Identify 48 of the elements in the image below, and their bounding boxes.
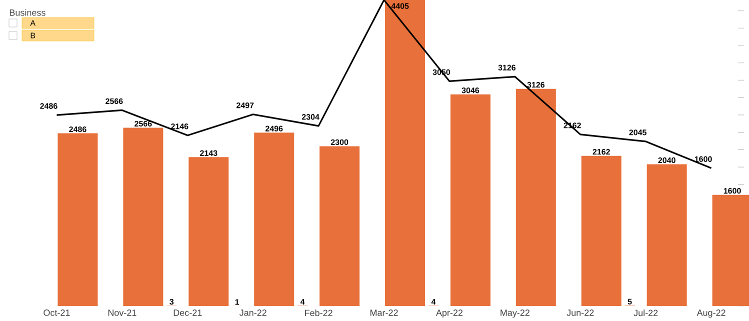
data-label: 3	[170, 298, 174, 305]
data-label: 3046	[462, 88, 480, 94]
x-tick-label: Mar-22	[370, 310, 398, 316]
x-tick-label: Jun-22	[566, 310, 594, 316]
data-label: 2162	[592, 148, 610, 155]
data-label: 2143	[200, 150, 218, 156]
data-label: 1600	[724, 188, 741, 194]
x-tick-label: Oct-21	[44, 310, 70, 316]
bar	[254, 132, 294, 306]
bar	[581, 156, 622, 306]
bar	[385, 0, 426, 306]
data-label: 2486	[40, 103, 58, 109]
data-label: 1	[235, 299, 240, 305]
data-label: 4	[300, 299, 305, 305]
data-label: 2496	[265, 126, 283, 132]
x-tick-label: Jan-22	[239, 310, 266, 316]
data-label: 2304	[302, 114, 320, 120]
bar	[188, 157, 229, 306]
data-label: 4405	[391, 3, 409, 9]
annotation: Business	[10, 9, 46, 16]
data-label: 3126	[527, 82, 545, 88]
x-tick-label: Nov-21	[108, 310, 136, 316]
annotation: A	[30, 20, 36, 26]
data-label: 2486	[69, 126, 86, 132]
data-label: 2566	[134, 120, 152, 127]
x-tick-label: Feb-22	[305, 310, 332, 316]
bar	[123, 128, 164, 306]
data-label: 2040	[658, 157, 676, 164]
x-tick-label: Aug-22	[696, 310, 726, 318]
x-tick-label: Jul-22	[634, 310, 658, 316]
data-label: 4	[431, 299, 436, 305]
x-tick-label: Apr-22	[436, 310, 463, 318]
data-label: 5	[628, 298, 632, 304]
bar	[516, 88, 556, 306]
annotation: B	[30, 32, 36, 38]
bar	[450, 94, 490, 306]
data-label: 3126	[498, 64, 516, 70]
x-tick-label: Dec-21	[174, 310, 202, 316]
data-label: 1600	[694, 156, 712, 162]
x-tick-label: May-22	[500, 310, 530, 318]
data-label: 2045	[629, 130, 646, 136]
data-label: 2146	[171, 124, 188, 130]
data-label: 2566	[106, 98, 123, 104]
data-label: 2497	[236, 102, 254, 108]
bar	[320, 146, 360, 306]
bar	[58, 133, 98, 306]
data-label: 2300	[330, 139, 348, 146]
bar	[646, 164, 687, 306]
